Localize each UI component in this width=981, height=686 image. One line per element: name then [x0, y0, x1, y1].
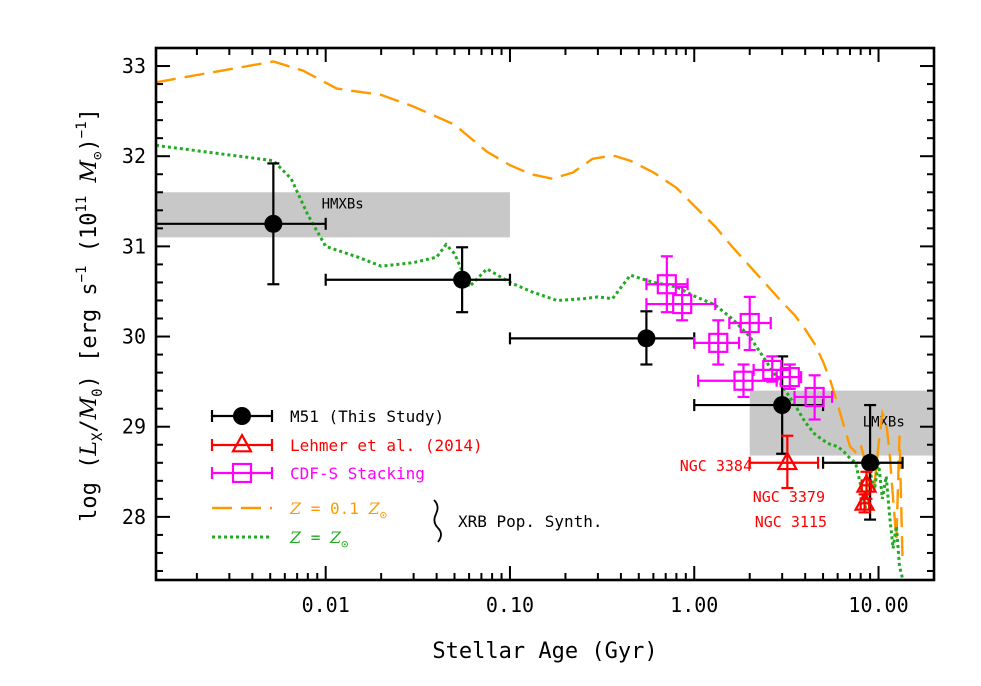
annotation-ngc-3115: NGC 3115: [755, 513, 827, 531]
cdfs-point: [739, 312, 760, 334]
text-part: Z: [289, 499, 302, 518]
x-tick-label: 0.01: [302, 593, 350, 617]
m51-point: [773, 396, 792, 415]
text-part: = 0.1: [301, 499, 368, 518]
y-tick-label: 28: [122, 505, 146, 529]
x-axis-label: Stellar Age (Gyr): [432, 639, 657, 664]
m51-point: [861, 453, 880, 472]
text-part: ⊙: [90, 151, 106, 160]
model-curves: [156, 60, 904, 579]
legend: M51 (This Study) Lehmer et al. (2014) CDF-…: [210, 407, 603, 551]
axis-ticks: [156, 47, 935, 580]
x-tick-label: 10.00: [848, 593, 908, 617]
text-part: M: [77, 396, 102, 420]
y-tick-label: 29: [122, 415, 146, 439]
legend-label: M51 (This Study): [290, 407, 444, 426]
text-part: [77, 182, 102, 195]
text-part: 11: [74, 196, 90, 213]
lmxbs-label: LMXBs: [863, 415, 905, 431]
x-tick-label: 1.00: [670, 593, 718, 617]
cdfs-point: [708, 332, 729, 353]
text-part: Z: [329, 528, 342, 547]
x-tick-label: 0.10: [486, 593, 534, 617]
legend-label: CDF-S Stacking: [290, 464, 425, 483]
legend-circle-marker: [233, 407, 251, 425]
legend-label: Z = 0.1 Z⊙: [289, 499, 387, 522]
text-part: X: [90, 432, 106, 441]
m51-point: [453, 270, 472, 289]
text-part: ]: [77, 108, 102, 121]
cdfs-point: [779, 367, 800, 388]
axis-labels: 0.01 0.10 1.00 10.00 28 29 30 31 32 33 Stellar Age…: [74, 54, 909, 664]
legend-square-marker: [231, 462, 253, 484]
data-points: [156, 162, 904, 521]
text-part: log (: [77, 456, 102, 522]
text-part: −1: [74, 121, 90, 138]
hmxbs-band: [156, 192, 510, 238]
legend-label: Z = Z⊙: [289, 528, 348, 551]
cdfs-point: [804, 386, 825, 408]
cdfs-point: [733, 370, 754, 391]
text-part: (10: [77, 213, 102, 266]
legend-label: Lehmer et al. (2014): [290, 436, 483, 455]
text-part: −1: [74, 266, 90, 283]
text-part: Z: [289, 528, 302, 547]
legend-triangle-marker: [231, 432, 253, 453]
text-part: M: [77, 159, 102, 183]
legend-brace: [433, 499, 442, 543]
annotation-ngc-3379: NGC 3379: [753, 488, 825, 506]
text-part: 0: [90, 388, 106, 396]
y-tick-label: 32: [122, 144, 146, 168]
legend-group-label: XRB Pop. Synth.: [458, 512, 603, 531]
m51-point: [264, 214, 283, 233]
plot-frame: [154, 46, 936, 582]
text-part: ) [erg s: [77, 282, 102, 388]
cdfs-point: [656, 274, 677, 295]
cdfs-point: [672, 293, 693, 315]
y-tick-label: 31: [122, 234, 146, 258]
text-part: /: [77, 419, 102, 432]
text-part: =: [301, 528, 330, 547]
text-part: L: [77, 441, 102, 457]
m51-point: [637, 329, 656, 348]
lehmer-point: [776, 450, 799, 471]
lehmer-point: [855, 473, 878, 493]
lehmer-point: [853, 491, 876, 511]
text-part: ⊙: [380, 508, 387, 522]
annotation-ngc-3384: NGC 3384: [680, 457, 752, 475]
y-axis-label: log (LX/M0) [erg s−1 (1011 M⊙)−1]: [74, 108, 106, 522]
text-part: ⊙: [341, 537, 348, 551]
y-tick-label: 33: [122, 54, 146, 78]
hmxbs-label: HMXBs: [322, 197, 364, 213]
y-tick-label: 30: [122, 325, 146, 349]
text-part: Z: [368, 499, 381, 518]
text-part: ): [77, 138, 102, 151]
curve-low-metallicity: [156, 60, 904, 558]
